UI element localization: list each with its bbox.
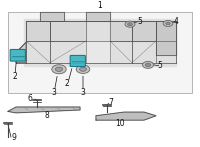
Text: 10: 10 [115,119,124,128]
Ellipse shape [80,67,86,71]
Text: 4: 4 [174,17,179,26]
Ellipse shape [76,65,90,74]
Text: 2: 2 [13,72,17,81]
Ellipse shape [55,67,63,71]
Polygon shape [16,42,26,63]
Ellipse shape [163,20,173,26]
Ellipse shape [166,22,170,25]
Polygon shape [132,21,156,41]
Text: 3: 3 [81,88,85,97]
Polygon shape [86,41,110,63]
Text: 6: 6 [27,94,32,103]
Text: 1: 1 [98,1,102,10]
Polygon shape [156,21,176,55]
FancyBboxPatch shape [10,50,25,61]
Ellipse shape [128,23,132,26]
Polygon shape [40,12,64,21]
Text: 5: 5 [158,61,162,70]
Text: 7: 7 [108,98,113,107]
Polygon shape [26,21,50,41]
Polygon shape [8,107,80,113]
Text: 9: 9 [11,133,16,142]
Polygon shape [96,112,156,120]
Polygon shape [50,21,86,41]
Bar [8,12,192,93]
FancyBboxPatch shape [70,55,85,66]
Text: 2: 2 [64,79,69,88]
Ellipse shape [52,65,66,74]
Text: 5: 5 [137,17,142,26]
Text: 3: 3 [52,88,56,97]
Ellipse shape [142,61,154,68]
Polygon shape [24,19,176,66]
Ellipse shape [125,21,135,27]
Polygon shape [86,12,110,21]
Polygon shape [110,21,132,41]
Text: 8: 8 [45,111,49,120]
Ellipse shape [145,63,151,66]
